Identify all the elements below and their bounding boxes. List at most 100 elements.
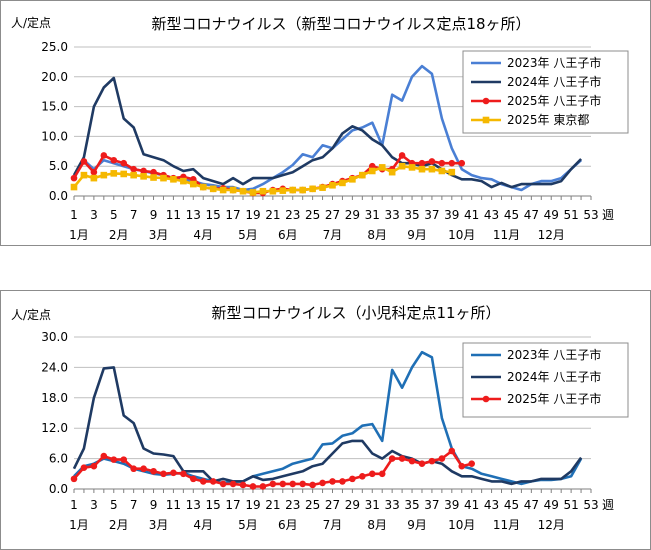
chart-1-xtick-label: 19 (245, 208, 260, 222)
chart-2-month-label: 7月 (323, 518, 343, 532)
chart-1-ylabel: 人/定点 (11, 15, 51, 30)
chart-2-xtick-label: 9 (150, 498, 158, 512)
chart-2-xtick-label: 15 (206, 498, 221, 512)
chart-1-data-point (448, 159, 456, 167)
chart-1-data-point (438, 159, 446, 167)
chart-2-data-point (458, 462, 466, 470)
chart-2-xtick-label: 33 (385, 498, 400, 512)
chart-2-month-label: 6月 (278, 518, 298, 532)
chart-2-month-label: 2月 (109, 518, 129, 532)
chart-2-data-point (180, 470, 187, 478)
chart-1-data-point (110, 170, 118, 177)
chart-2-xtick-label: 21 (265, 498, 280, 512)
chart-2-xtick-label: 25 (305, 498, 320, 512)
chart-1-data-point (428, 165, 436, 173)
chart-2-data-point (329, 478, 336, 485)
chart-2-data-point (259, 483, 267, 490)
chart-1-data-point (319, 184, 326, 191)
chart-1-month-label: 4月 (193, 228, 213, 242)
chart-1-xtick-label: 47 (524, 208, 539, 222)
chart-2-data-point (170, 469, 177, 477)
chart-1-data-point (140, 167, 147, 175)
chart-2-xtick-label: 13 (186, 498, 201, 512)
chart-1-legend-label: 2025年 東京都 (507, 113, 589, 127)
chart-2-data-point (239, 481, 247, 489)
chart-1-ytick-label: 5.0 (49, 159, 68, 173)
chart-2-data-point (160, 470, 167, 478)
chart-1-month-label: 1月 (69, 228, 89, 242)
chart-2-xtick-label: 29 (345, 498, 360, 512)
chart-2-xtick-label: 23 (285, 498, 300, 512)
chart-1-ytick-label: 15.0 (41, 100, 68, 114)
chart-1-month-label: 8月 (367, 228, 387, 242)
chart-2-data-point (408, 457, 416, 465)
chart-1-month-label: 12月 (538, 228, 565, 242)
chart-2-data-point (359, 473, 366, 480)
chart-2-ytick-label: 30.0 (41, 330, 68, 344)
chart-1-legend-marker (482, 97, 490, 105)
chart-1-xtick-label: 11 (166, 208, 181, 222)
chart-1-xtick-label: 39 (444, 208, 459, 222)
chart-1-xtick-label: 1 (70, 208, 78, 222)
chart-1-ytick-label: 10.0 (41, 129, 68, 143)
chart-2-month-label: 4月 (193, 518, 213, 532)
chart-2-xtick-label: 45 (504, 498, 519, 512)
chart-panel-2: 新型コロナウイルス（小児科定点11ヶ所） 人/定点週 0.0 6.0 12.0 18.0 2… (0, 290, 651, 550)
chart-2-legend-marker (482, 395, 490, 403)
chart-1-month-label: 9月 (407, 228, 427, 242)
chart-1-data-point (299, 186, 306, 194)
chart-1-data-point (80, 171, 88, 179)
chart-1-xtick-label: 51 (563, 208, 578, 222)
chart-1-data-point (408, 164, 416, 171)
chart-2-ytick-label: 12.0 (41, 421, 68, 435)
chart-2-data-point (309, 481, 316, 489)
chart-1-data-point (90, 174, 98, 182)
chart-1-data-point (110, 156, 118, 164)
chart-1-data-point (329, 181, 336, 189)
chart-1-ytick-label: 25.0 (41, 40, 68, 54)
chart-1-data-point (249, 189, 257, 196)
chart-2-data-point (339, 478, 346, 485)
chart-1-xtick-label: 23 (285, 208, 300, 222)
chart-2-data-point (448, 447, 456, 455)
chart-1-data-point (219, 186, 227, 194)
chart-1-xtick-label: 9 (150, 208, 158, 222)
chart-1-series-line (72, 76, 583, 189)
chart-2-series-line (72, 366, 583, 486)
chart-1-xtick-label: 27 (325, 208, 340, 222)
chart-2-ylabel: 人/定点 (11, 307, 51, 322)
chart-1-data-point (130, 165, 137, 173)
chart-1-data-point (100, 152, 108, 159)
chart-1-month-label: 10月 (448, 228, 475, 242)
chart-2-data-point (269, 480, 277, 488)
chart-1-data-point (209, 185, 217, 193)
chart-2-month-label: 5月 (238, 518, 258, 532)
chart-2-data-point (219, 480, 227, 488)
chart-2-xtick-label: 11 (166, 498, 181, 512)
chart-2-data-point (279, 480, 287, 488)
chart-2-ytick-label: 18.0 (41, 391, 68, 405)
chart-1-data-point (339, 179, 346, 187)
chart-2-xtick-label: 27 (325, 498, 340, 512)
chart-1-month-label: 5月 (238, 228, 258, 242)
chart-2-data-point (289, 480, 297, 488)
chart-2-data-point (229, 480, 237, 488)
chart-1-data-point (398, 162, 406, 170)
chart-1-data-point (140, 173, 147, 180)
chart-1-xtick-label: 29 (345, 208, 360, 222)
chart-1-month-label: 7月 (323, 228, 343, 242)
chart-2-xtick-label: 39 (444, 498, 459, 512)
chart-1-data-point (448, 168, 456, 176)
chart-1-data-point (309, 185, 316, 193)
chart-2-data-point (438, 455, 446, 462)
chart-2-month-label: 8月 (367, 518, 387, 532)
chart-2-data-point (199, 478, 207, 485)
chart-1-data-point (130, 171, 137, 179)
chart-1-xtick-label: 5 (110, 208, 118, 222)
chart-1-xtick-label: 43 (484, 208, 499, 222)
chart-2-xtick-label: 1 (70, 498, 78, 512)
chart-1-data-point (428, 158, 436, 165)
chart-1-xtick-label: 53 (583, 208, 598, 222)
chart-1-data-point (170, 176, 177, 183)
chart-2-month-label: 3月 (149, 518, 169, 532)
